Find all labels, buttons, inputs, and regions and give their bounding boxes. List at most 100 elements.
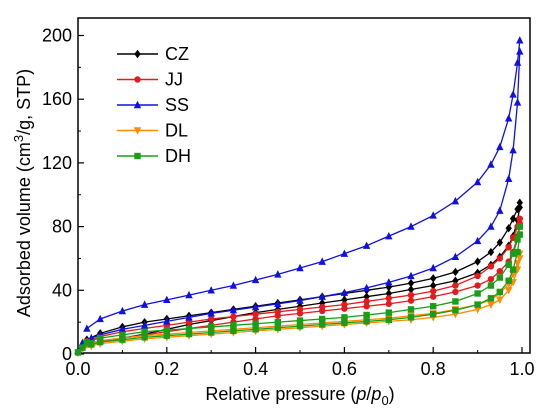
series-jj-point (230, 313, 237, 320)
series-ss-point (509, 90, 517, 98)
series-dh-point (516, 231, 523, 238)
series-dh-point (363, 311, 370, 319)
legend-item-cz: CZ (117, 44, 189, 64)
legend-label: CZ (165, 44, 189, 64)
series-dh-point (296, 322, 304, 330)
series-dh-point (252, 326, 259, 333)
series-ss-point (185, 290, 193, 299)
series-dh-point (74, 349, 82, 356)
x-axis-title-var2: p (370, 384, 381, 404)
series-cz-point (505, 223, 512, 233)
series-cz-point (487, 247, 495, 257)
legend-item-dh: DH (117, 146, 191, 166)
series-dh-point (509, 250, 517, 257)
series-jj-point (452, 288, 459, 296)
y-tick-label: 120 (42, 153, 72, 173)
series-ss-point (296, 296, 304, 304)
series-ss-point (140, 300, 149, 308)
series-dh-point (274, 324, 281, 331)
y-axis-title-prefix: Adsorbed volume (cm (14, 142, 34, 317)
series-ss-point (251, 302, 260, 311)
series-dh-point (363, 318, 370, 325)
series-ss-point (385, 231, 393, 240)
series-dh-point (252, 320, 259, 327)
y-tick-label: 40 (52, 280, 72, 300)
series-ss-point (163, 295, 171, 304)
series-dh-point (474, 290, 481, 297)
series-ss-point (496, 142, 504, 151)
series-dh-point (319, 321, 326, 328)
legend-swatch-marker (134, 76, 141, 83)
series-jj-point (474, 282, 481, 289)
series-jj-point (274, 308, 281, 315)
series-jj-point (319, 303, 326, 311)
plot-frame (77, 17, 531, 354)
x-axis-title: Relative pressure (p/p0) (205, 384, 394, 408)
series-dh-point (430, 303, 437, 310)
series-dh-point (407, 314, 415, 321)
series-dh-point (185, 325, 193, 332)
series-cz-point (516, 198, 523, 207)
series-ss-point (504, 174, 513, 183)
series-jj-point (430, 293, 437, 300)
series-ss-point (118, 306, 127, 315)
series-ss-point (473, 177, 482, 186)
series-ss-point (340, 249, 349, 257)
legend-swatch-marker (134, 152, 141, 160)
series-ss-point (513, 98, 522, 106)
series-ss-point (163, 317, 171, 325)
series-dl-point (473, 306, 482, 314)
y-tick-label: 160 (42, 89, 72, 109)
y-axis-title-suffix: /g, STP) (14, 69, 34, 135)
series-dh-point (141, 334, 148, 341)
series-ss-point (513, 58, 522, 66)
series-dh-point (505, 277, 512, 284)
series-dh-point (119, 336, 126, 343)
x-axis-title-subscript: 0 (381, 393, 388, 408)
series-dh-point (119, 331, 126, 339)
series-ss-point (207, 309, 215, 317)
series-dh-point (230, 327, 237, 335)
series-jj-point (505, 244, 512, 251)
series-dh-point (487, 295, 495, 302)
series-jj-point (487, 263, 495, 270)
series-jj-point (208, 315, 215, 323)
legend-swatch-marker (134, 49, 141, 59)
series-dl-point (487, 301, 495, 309)
series-dh-point (474, 301, 481, 308)
series-jj-point (407, 291, 415, 299)
series-dh-point (208, 323, 215, 331)
x-tick-label: 0.2 (154, 359, 179, 379)
series-dh-point (83, 338, 91, 346)
series-ss-point (229, 306, 238, 314)
series-dh-point (141, 328, 148, 335)
series-dl-point (504, 287, 513, 295)
series-dh-point (208, 329, 215, 336)
series-cz-point (516, 203, 523, 212)
series-dh-point (452, 298, 459, 305)
series-dh-point (505, 261, 512, 269)
series-ss-point (429, 211, 437, 219)
series-dh-point (385, 316, 392, 323)
series-dh-point (452, 307, 459, 314)
series-dh-point (509, 266, 517, 273)
series-ss-point (207, 286, 215, 294)
series-ss-point (318, 257, 326, 265)
x-tick-label: 1.0 (509, 359, 534, 379)
series-dh-point (516, 223, 523, 230)
y-tick-label: 0 (62, 344, 72, 364)
legend-item-jj: JJ (117, 70, 183, 90)
series-dh-point (514, 248, 521, 256)
legend-label: JJ (165, 70, 183, 90)
series-jj-point (363, 298, 370, 305)
x-axis-title-slash: / (366, 384, 371, 404)
series-ss-point (140, 321, 149, 329)
x-tick-label: 0.6 (332, 359, 357, 379)
series-dh-point (97, 334, 104, 342)
legend: CZ JJ SS DL DH (117, 44, 191, 166)
legend-label: DH (165, 146, 191, 166)
series-dl-point (516, 255, 524, 263)
legend-swatch-marker (133, 100, 142, 109)
series-ss-point (516, 47, 524, 55)
series-ss-point (496, 206, 504, 214)
